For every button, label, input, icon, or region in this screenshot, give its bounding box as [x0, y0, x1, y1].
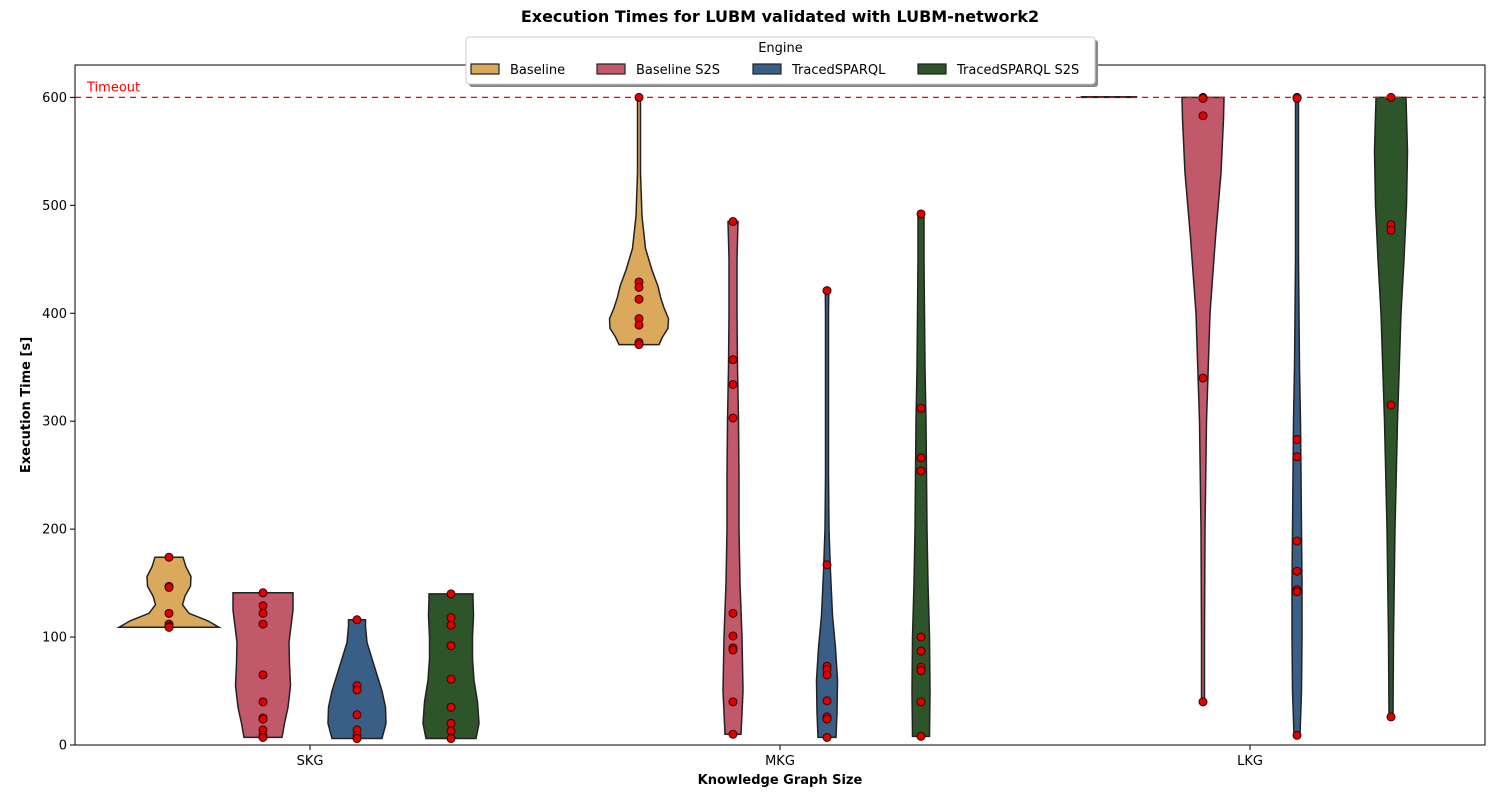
- data-point: [1386, 712, 1396, 722]
- data-point: [1292, 536, 1302, 546]
- data-point: [728, 217, 738, 227]
- y-tick-label: 600: [42, 91, 67, 106]
- data-point: [728, 631, 738, 641]
- data-point: [446, 718, 456, 728]
- data-point: [352, 685, 362, 695]
- data-point: [916, 403, 926, 413]
- data-point: [1292, 435, 1302, 445]
- data-point: [728, 379, 738, 389]
- violin-tracedsparql-s2s-skg: [422, 593, 480, 740]
- x-tick-label: MKG: [765, 754, 795, 769]
- data-point: [446, 702, 456, 712]
- data-point: [728, 355, 738, 365]
- data-point: [164, 552, 174, 562]
- y-tick-label: 200: [42, 523, 67, 538]
- data-point: [446, 589, 456, 599]
- data-point: [822, 670, 832, 680]
- data-point: [916, 453, 926, 463]
- timeout-label: Timeout: [86, 80, 140, 95]
- data-point: [1292, 730, 1302, 740]
- data-point: [728, 413, 738, 423]
- data-point: [258, 732, 268, 742]
- data-point: [634, 282, 644, 292]
- data-point: [1198, 93, 1208, 103]
- data-point: [352, 734, 362, 744]
- legend-entry-label: TracedSPARQL S2S: [956, 63, 1079, 78]
- data-point: [164, 608, 174, 618]
- data-point: [164, 622, 174, 632]
- plot-area: Timeout: [75, 80, 1485, 744]
- data-point: [446, 620, 456, 630]
- data-point: [1198, 111, 1208, 121]
- y-tick-label: 500: [42, 199, 67, 214]
- legend-entry-label: Baseline: [510, 63, 565, 78]
- data-point: [634, 320, 644, 330]
- data-point: [258, 601, 268, 611]
- data-point: [728, 608, 738, 618]
- data-point: [446, 674, 456, 684]
- data-point: [1198, 373, 1208, 383]
- legend-entry-label: TracedSPARQL: [791, 63, 886, 78]
- data-point: [258, 714, 268, 724]
- chart-title: Execution Times for LUBM validated with …: [521, 7, 1039, 26]
- data-point: [916, 731, 926, 741]
- data-point: [1386, 400, 1396, 410]
- data-point: [446, 726, 456, 736]
- data-point: [1292, 587, 1302, 597]
- data-point: [352, 615, 362, 625]
- data-point: [822, 560, 832, 570]
- data-point: [916, 666, 926, 676]
- x-tick-label: SKG: [297, 754, 324, 769]
- data-point: [1292, 452, 1302, 462]
- legend-swatch: [596, 63, 626, 75]
- data-point: [822, 286, 832, 296]
- y-axis-label: Execution Time [s]: [19, 337, 34, 473]
- legend-entry-label: Baseline S2S: [636, 63, 720, 78]
- legend-swatch: [917, 63, 947, 75]
- data-point: [822, 732, 832, 742]
- data-point: [916, 209, 926, 219]
- data-point: [728, 697, 738, 707]
- data-point: [822, 696, 832, 706]
- data-point: [258, 619, 268, 629]
- data-point: [1198, 697, 1208, 707]
- data-point: [258, 608, 268, 618]
- legend-swatch: [470, 63, 500, 75]
- data-point: [822, 714, 832, 724]
- data-point: [258, 670, 268, 680]
- data-point: [1292, 93, 1302, 103]
- violin-tracedsparql-skg: [327, 619, 387, 740]
- data-point: [446, 613, 456, 623]
- violin-baseline-skg: [116, 556, 222, 629]
- y-tick-label: 400: [42, 307, 67, 322]
- data-point: [258, 588, 268, 598]
- data-point: [164, 582, 174, 592]
- legend-swatch: [752, 63, 782, 75]
- data-point: [916, 466, 926, 476]
- legend: Engine Baseline Baseline S2S TracedSPARQL Tr…: [465, 36, 1098, 87]
- legend-title: Engine: [758, 41, 803, 56]
- data-point: [728, 645, 738, 655]
- data-point: [258, 697, 268, 707]
- y-tick-label: 300: [42, 415, 67, 430]
- violin-baseline-s2s-skg: [232, 592, 294, 739]
- data-point: [916, 646, 926, 656]
- data-point: [446, 734, 456, 744]
- y-tick-label: 0: [59, 739, 67, 754]
- data-point: [446, 641, 456, 651]
- violin-baseline-s2s-mkg: [722, 220, 744, 735]
- data-point: [1386, 225, 1396, 235]
- data-point: [352, 710, 362, 720]
- data-point: [634, 340, 644, 350]
- x-axis-label: Knowledge Graph Size: [698, 773, 863, 788]
- data-point: [728, 729, 738, 739]
- y-tick-label: 100: [42, 631, 67, 646]
- data-point: [916, 697, 926, 707]
- data-point: [916, 632, 926, 642]
- data-point: [1292, 566, 1302, 576]
- data-point: [634, 294, 644, 304]
- x-tick-label: LKG: [1237, 754, 1263, 769]
